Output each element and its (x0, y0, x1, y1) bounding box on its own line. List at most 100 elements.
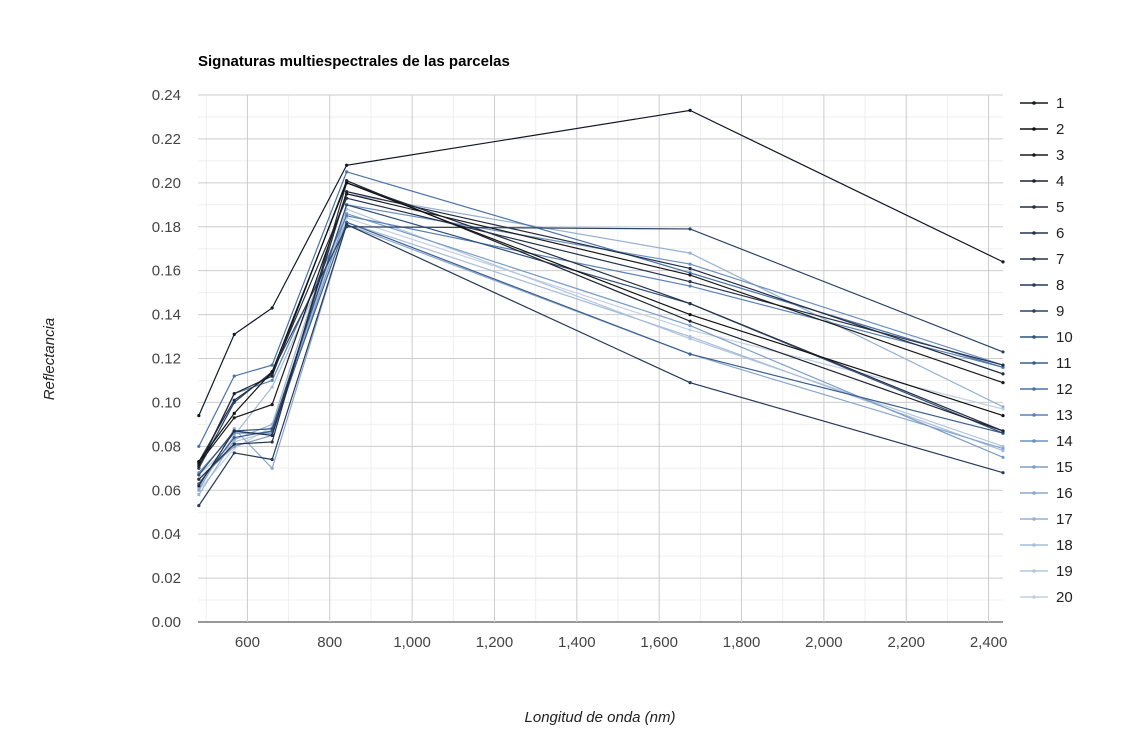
data-point (1001, 365, 1005, 369)
data-point (197, 413, 201, 418)
data-point (1001, 429, 1005, 433)
series-16 (197, 222, 1005, 492)
legend-marker (1032, 465, 1036, 469)
data-point (270, 440, 274, 444)
legend-marker (1032, 387, 1036, 391)
data-point (1001, 381, 1005, 385)
series-line (198, 193, 1004, 465)
data-point (232, 427, 236, 431)
data-point (688, 334, 692, 339)
legend-item: 13 (1020, 407, 1073, 424)
legend-label: 4 (1056, 173, 1064, 190)
data-point (688, 273, 692, 277)
series-line (198, 204, 1004, 474)
legend-item: 19 (1020, 563, 1073, 580)
data-point (688, 312, 692, 317)
legend-marker (1032, 491, 1036, 495)
legend-item: 1 (1020, 95, 1064, 112)
series-20 (197, 216, 1005, 492)
legend-label: 15 (1056, 459, 1073, 476)
data-point (232, 392, 236, 396)
data-point (232, 416, 236, 420)
legend-item: 8 (1020, 277, 1064, 294)
legend-item: 11 (1020, 355, 1072, 372)
legend-item: 12 (1020, 381, 1073, 398)
y-tick-label: 0.14 (152, 307, 181, 324)
data-point (197, 493, 201, 497)
data-point (1001, 446, 1005, 451)
data-point (270, 363, 274, 367)
data-point (345, 222, 349, 227)
data-point (688, 227, 692, 231)
series-line (198, 223, 1004, 491)
data-point (688, 302, 692, 306)
y-tick-label: 0.02 (152, 570, 181, 587)
x-tick-label: 600 (235, 634, 260, 651)
data-point (345, 220, 349, 224)
legend-label: 16 (1056, 485, 1073, 502)
y-tick-label: 0.24 (152, 87, 181, 104)
legend-item: 3 (1020, 147, 1064, 164)
chart-title: Signaturas multiespectrales de las parce… (198, 53, 510, 70)
data-point (270, 370, 274, 374)
data-point (270, 385, 274, 389)
legend-marker (1032, 439, 1036, 443)
data-point (688, 271, 692, 275)
series-line (198, 212, 1004, 480)
series-line (198, 182, 1004, 463)
legend-marker (1032, 517, 1036, 521)
x-tick-label: 1,200 (476, 634, 514, 651)
legend-marker (1032, 205, 1036, 209)
legend-marker (1032, 569, 1036, 573)
series-line (198, 193, 1004, 495)
data-point (345, 181, 349, 185)
data-point (197, 460, 201, 464)
x-tick-label: 1,800 (723, 634, 761, 651)
legend-item: 7 (1020, 251, 1064, 268)
y-tick-label: 0.20 (152, 175, 181, 192)
legend-marker (1032, 231, 1036, 235)
legend-item: 10 (1020, 329, 1073, 346)
series-12 (197, 170, 1005, 448)
data-point (1001, 413, 1005, 418)
data-point (688, 251, 692, 255)
y-tick-label: 0.06 (152, 482, 181, 499)
legend-item: 15 (1020, 459, 1073, 476)
legend-marker (1032, 413, 1036, 417)
data-point (688, 352, 692, 356)
data-point (1001, 363, 1005, 367)
legend-item: 16 (1020, 485, 1073, 502)
x-tick-label: 2,000 (805, 634, 843, 651)
legend-marker (1032, 179, 1036, 183)
data-point (232, 451, 236, 455)
legend-marker (1032, 127, 1036, 131)
data-point (1001, 405, 1005, 409)
series-2 (197, 181, 1005, 464)
legend-label: 18 (1056, 537, 1073, 554)
series-5 (197, 190, 1005, 488)
series-line (198, 223, 1004, 506)
legend-label: 12 (1056, 381, 1073, 398)
data-point (270, 378, 274, 383)
data-point (1001, 372, 1005, 376)
data-point (688, 262, 692, 266)
legend-label: 13 (1056, 407, 1073, 424)
data-point (1001, 444, 1005, 448)
series-lines (197, 108, 1005, 508)
y-axis-ticks: 0.00 0.02 0.04 0.06 0.08 0.10 0.12 0.14 0.16 0.18… (152, 87, 181, 631)
data-point (688, 323, 692, 328)
data-point (688, 381, 692, 385)
legend-label: 3 (1056, 147, 1064, 164)
data-point (197, 484, 201, 488)
data-point (688, 284, 692, 288)
legend-label: 20 (1056, 589, 1073, 606)
legend-label: 6 (1056, 225, 1064, 242)
data-point (270, 466, 274, 470)
y-tick-label: 0.18 (152, 219, 181, 236)
data-point (270, 403, 274, 407)
data-point (688, 266, 692, 271)
series-line (198, 221, 1004, 489)
data-point (345, 163, 349, 167)
